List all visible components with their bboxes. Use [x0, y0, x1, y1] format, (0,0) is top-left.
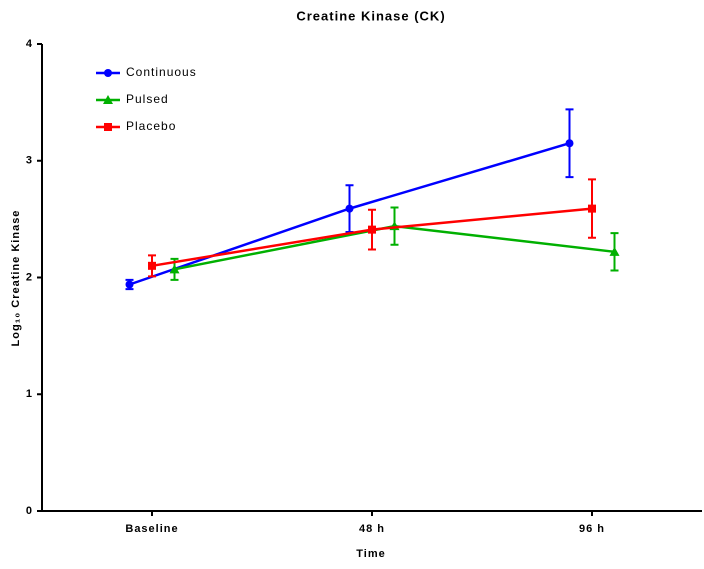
legend-text: Pulsed	[126, 92, 169, 106]
data-point	[169, 264, 180, 274]
x-tick-label: 96 h	[579, 523, 605, 535]
data-point	[565, 139, 574, 148]
y-tick-label: 4	[26, 38, 33, 50]
x-axis-label: Time	[356, 548, 385, 560]
legend-marker	[103, 95, 113, 104]
data-point	[588, 204, 596, 213]
data-point	[345, 204, 354, 213]
data-point	[148, 261, 156, 270]
y-axis-label: Log₁₀ Creatine Kinase	[10, 210, 22, 347]
legend-marker	[104, 123, 112, 131]
data-point	[609, 246, 620, 256]
chart-title: Creatine Kinase (CK)	[296, 8, 445, 23]
y-tick-label: 2	[26, 271, 33, 283]
legend-text: Continuous	[126, 65, 197, 79]
x-tick-label: Baseline	[125, 523, 178, 535]
x-tick-label: 48 h	[359, 523, 385, 535]
data-point	[125, 280, 134, 289]
legend-marker	[104, 69, 112, 77]
legend-text: Placebo	[126, 119, 176, 133]
y-tick-label: 3	[26, 155, 33, 167]
data-point	[368, 225, 376, 234]
y-tick-label: 0	[26, 505, 33, 517]
y-tick-label: 1	[26, 388, 33, 400]
